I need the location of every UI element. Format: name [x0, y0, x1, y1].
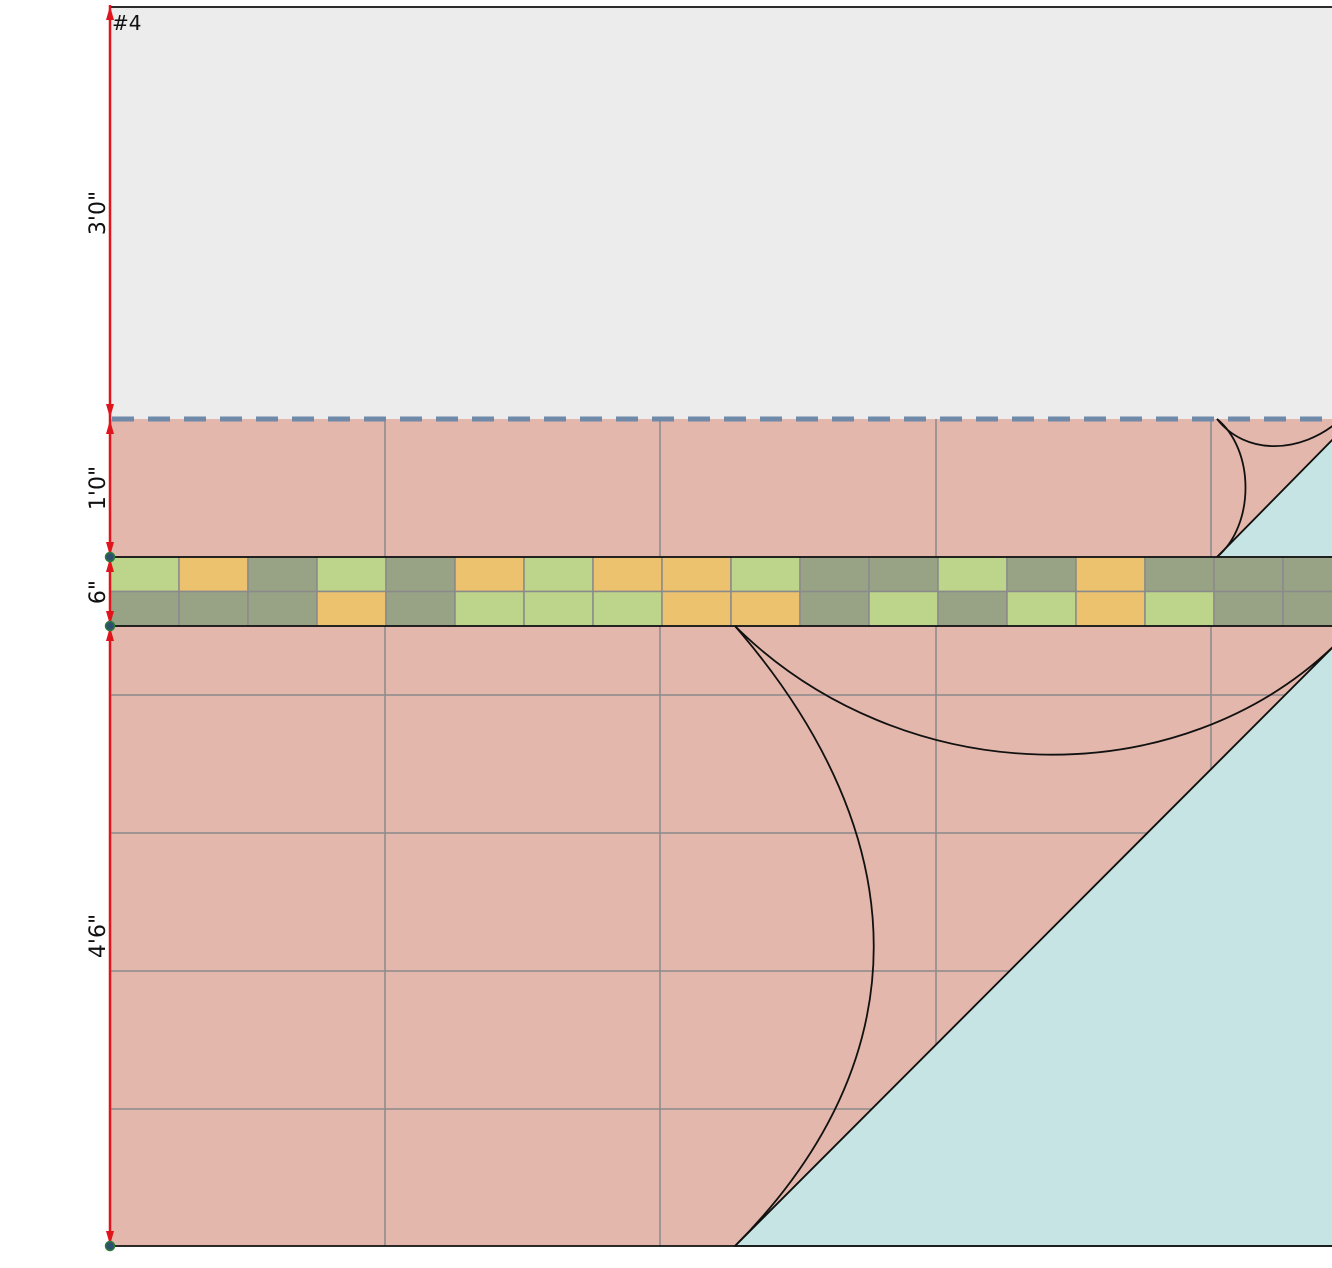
accent-tile	[523, 590, 594, 627]
dimension-arrow	[106, 558, 114, 572]
accent-tile	[592, 556, 663, 593]
dimension-arrow	[106, 611, 114, 625]
dimension-label-lower: 4'6"	[86, 914, 111, 958]
accent-tile	[385, 590, 456, 627]
glass-upper-diagonal	[1216, 438, 1332, 558]
wall-number-label: #4	[112, 11, 141, 35]
accent-tile	[868, 556, 939, 593]
accent-tile	[523, 556, 594, 593]
accent-tile	[661, 590, 732, 627]
accent-tile	[178, 556, 249, 593]
accent-tile	[178, 590, 249, 627]
height-dimension-line	[104, 5, 116, 1252]
accent-tile	[937, 590, 1008, 627]
dimension-label-accent: 6"	[86, 580, 111, 604]
accent-tile	[937, 556, 1008, 593]
accent-tile	[799, 556, 870, 593]
dimension-label-band: 1'0"	[86, 466, 111, 510]
accent-tile	[454, 590, 525, 627]
accent-tile	[109, 556, 180, 593]
accent-tile	[1213, 556, 1284, 593]
dimension-arrow	[106, 420, 114, 434]
wall-tile-band	[110, 419, 1332, 557]
dimension-endpoint	[104, 1240, 116, 1252]
accent-tile	[661, 556, 732, 593]
accent-tile	[1075, 556, 1146, 593]
accent-tile	[730, 556, 801, 593]
accent-tile	[1144, 556, 1215, 593]
dimension-arrow	[106, 6, 114, 20]
dimension-endpoint	[104, 551, 116, 563]
door-swing-arc-small-horizontal	[1216, 418, 1332, 447]
dimension-endpoint	[104, 620, 116, 632]
accent-tile	[1282, 556, 1332, 593]
accent-tile	[109, 590, 180, 627]
accent-tile	[1006, 590, 1077, 627]
accent-tile	[1075, 590, 1146, 627]
glass-lower-diagonal	[734, 646, 1332, 1247]
accent-tile	[1006, 556, 1077, 593]
accent-tile	[454, 556, 525, 593]
dimension-label-upper: 3'0"	[86, 191, 111, 235]
accent-tile	[1282, 590, 1332, 627]
accent-tile	[592, 590, 663, 627]
accent-tile	[385, 556, 456, 593]
accent-tile	[1213, 590, 1284, 627]
wall-outlines	[110, 6, 1332, 1247]
dimension-arrow	[106, 404, 114, 418]
accent-tile	[316, 556, 387, 593]
dimension-arrow	[106, 1231, 114, 1245]
accent-tile	[316, 590, 387, 627]
accent-tile	[1144, 590, 1215, 627]
accent-tile	[799, 590, 870, 627]
dimension-arrow	[106, 627, 114, 641]
upper-wall-area	[110, 7, 1332, 419]
accent-tile	[247, 590, 318, 627]
door-swing-arc-large-vertical	[734, 625, 875, 1247]
accent-tile	[247, 556, 318, 593]
dimension-arrow	[106, 542, 114, 556]
door-swing-arc-large-horizontal	[734, 625, 1332, 756]
accent-tile	[730, 590, 801, 627]
accent-tile	[868, 590, 939, 627]
accent-mosaic-strip	[109, 556, 1332, 627]
